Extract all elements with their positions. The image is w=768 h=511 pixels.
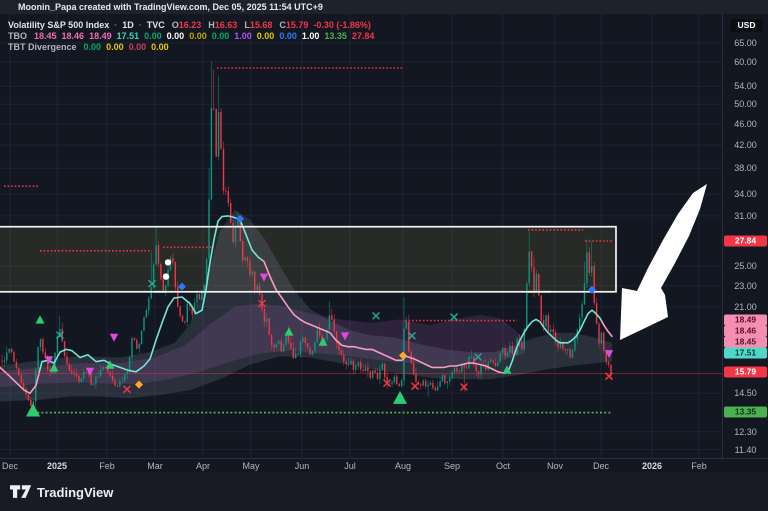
symbol-exchange: TVC [146,19,165,30]
symbol-change: -0.30 (-1.86%) [313,19,371,30]
price-scale-label: 65.00 [734,38,757,48]
indicator-value: 0.00 [83,41,102,52]
ohlc-value: C15.79 [279,19,309,30]
price-scale-label: 60.00 [734,56,757,67]
price-scale-label: 12.30 [734,426,757,437]
time-scale-label: May [242,461,260,471]
price-scale-label: 25.00 [734,261,757,272]
candlestick-chart[interactable] [0,14,722,458]
time-scale-label: Aug [394,461,412,471]
indicator-value: 0.00 [128,41,147,52]
indicator-value: 0.00 [151,41,169,52]
indicator-value: 0.00 [106,41,124,52]
price-scale-label: 21.00 [734,301,757,312]
price-scale-label: 34.00 [734,189,757,200]
price-scale-label: 23.00 [734,280,757,291]
price-scale-label: 38.00 [734,163,757,174]
tradingview-logo-text: TradingView [37,484,114,500]
ohlc-values: O16.23 H16.63 L15.68 C15.79 [170,20,309,30]
indicator-value: 17.51 [116,30,140,41]
tbt-label[interactable]: TBT Divergence [8,41,77,52]
indicator-value: 0.00 [144,30,162,41]
legend-tbo-row[interactable]: TBO 18.45 18.46 18.49 17.51 0.00 0.00 0.00 0.00… [8,30,374,41]
time-scale-label: Apr [195,461,211,471]
price-scale-label: 54.00 [734,81,757,92]
tradingview-logo-mark-icon [10,485,32,498]
price-scale-label: 31.00 [734,210,757,221]
indicator-value: 18.49 [89,30,112,41]
price-badge: 15.79 [724,366,767,378]
usd-button[interactable]: USD [730,19,763,32]
tradingview-logo[interactable]: TradingView [10,484,113,500]
indicator-value: 13.35 [324,30,347,41]
price-badge: 18.49 [724,314,767,326]
time-scale-label: Mar [147,461,163,471]
legend: Volatility S&P 500 Index · 1D · TVC O16.… [8,19,374,52]
time-scale-label: Jul [344,461,356,471]
symbol-title[interactable]: Volatility S&P 500 Index [8,19,110,30]
price-axis[interactable]: USD 65.00 60.00 54.00 50.00 46.00 42.00 38.00 3… [722,14,768,458]
indicator-value: 27.84 [351,30,375,41]
ohlc-value: O16.23 [171,19,202,30]
price-badge: 18.45 [724,336,767,348]
price-scale-label: 46.00 [734,118,757,129]
price-scale-label: 50.00 [734,99,757,110]
indicator-value: 18.45 [34,30,57,41]
indicator-value: 0.00 [211,30,230,41]
footer-strip: TradingView [0,472,768,511]
price-badge: 18.46 [724,325,767,337]
time-scale-label: Feb [99,461,115,471]
time-scale-label: Jun [294,461,310,471]
price-scale-label: 14.50 [734,388,757,399]
time-scale-label: Oct [495,461,511,471]
time-scale-label: Feb [691,461,707,471]
tbo-label[interactable]: TBO [8,30,27,41]
attribution-text: Moonin_Papa created with TradingView.com… [18,2,323,12]
ohlc-value: L15.68 [244,19,273,30]
time-scale-label: Dec [592,461,610,471]
indicator-value: 0.00 [279,30,297,41]
indicator-value: 0.00 [189,30,207,41]
tbo-values: 18.45 18.46 18.49 17.51 0.00 0.00 0.00 0.00 1.00… [34,31,374,41]
time-scale-label: Sep [443,461,461,471]
price-scale-label: 42.00 [734,140,757,150]
price-badge: 27.84 [724,235,767,247]
time-scale-label: Dec [1,461,19,471]
arrow-annotation [620,184,707,340]
price-badge: 17.51 [724,347,767,359]
indicator-value: 1.00 [234,30,252,41]
legend-symbol-row[interactable]: Volatility S&P 500 Index · 1D · TVC O16.… [8,19,371,30]
legend-tbt-row[interactable]: TBT Divergence 0.00 0.00 0.00 0.00 [8,41,374,52]
tbt-values: 0.00 0.00 0.00 0.00 [84,42,169,52]
time-scale-label: 2025 [46,461,68,471]
price-badge: 13.35 [724,406,767,418]
time-scale-label: 2026 [641,461,663,471]
indicator-value: 0.00 [166,30,185,41]
time-scale-label: Nov [546,461,564,471]
indicator-value: 0.00 [256,30,275,41]
indicator-value: 1.00 [301,30,320,41]
price-scale-label: 11.40 [734,444,757,455]
indicator-value: 18.46 [61,30,85,41]
chart-pane[interactable]: Volatility S&P 500 Index · 1D · TVC O16.… [0,14,722,458]
symbol-interval[interactable]: 1D [122,19,134,30]
attribution-bar: Moonin_Papa created with TradingView.com… [0,0,768,14]
ohlc-value: H16.63 [208,19,238,30]
time-axis[interactable]: Dec 2025 Feb Mar Apr May Jun Jul Aug Sep Oct Nov Dec… [0,458,768,472]
